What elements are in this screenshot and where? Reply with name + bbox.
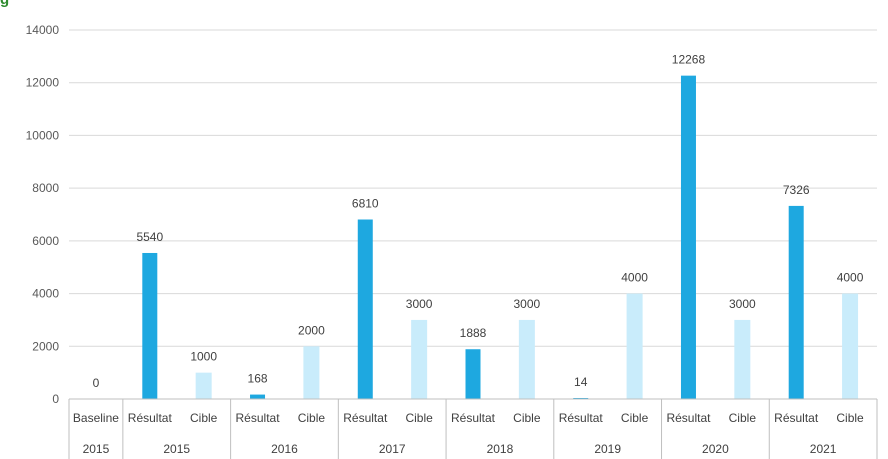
data-label: 3000	[514, 297, 541, 311]
bar-cible	[303, 346, 320, 399]
y-tick-label: 6000	[32, 234, 59, 248]
y-tick-label: 8000	[32, 181, 59, 195]
data-label: 7326	[783, 183, 810, 197]
bar-cible	[411, 319, 428, 399]
x-category-label: Résultat	[451, 411, 496, 425]
data-label: 3000	[406, 297, 433, 311]
x-category-label: Résultat	[236, 411, 281, 425]
data-label: 4000	[837, 271, 864, 285]
x-group-label: 2019	[594, 442, 621, 456]
x-category-label: Résultat	[774, 411, 819, 425]
data-label: 168	[248, 372, 268, 386]
x-group-label: 2021	[810, 442, 837, 456]
x-category-label: Baseline	[73, 411, 119, 425]
data-label: 2000	[298, 323, 325, 337]
y-tick-label: 0	[52, 392, 59, 406]
bar-cible	[195, 372, 212, 399]
data-label: 14	[574, 375, 588, 389]
x-group-label: 2016	[271, 442, 298, 456]
data-label: 1888	[460, 326, 487, 340]
bar-cible	[518, 319, 535, 399]
data-label: 0	[93, 376, 100, 390]
y-tick-label: 2000	[32, 339, 59, 353]
data-label: 12268	[672, 53, 706, 67]
bar-cible	[842, 293, 859, 399]
bar-resultat	[465, 349, 481, 399]
chart-title: g	[0, 0, 9, 8]
data-label: 5540	[136, 230, 163, 244]
x-category-label: Cible	[729, 411, 757, 425]
x-group-label: 2015	[163, 442, 190, 456]
x-group-label: 2015	[83, 442, 110, 456]
bar-cible	[626, 293, 643, 399]
x-category-label: Résultat	[559, 411, 604, 425]
y-tick-label: 10000	[26, 128, 60, 142]
x-category-label: Résultat	[343, 411, 388, 425]
data-label: 6810	[352, 197, 379, 211]
x-group-label: 2020	[702, 442, 729, 456]
x-category-label: Cible	[836, 411, 864, 425]
x-category-label: Cible	[190, 411, 218, 425]
x-category-label: Résultat	[128, 411, 173, 425]
data-label: 3000	[729, 297, 756, 311]
bar-resultat	[680, 75, 696, 399]
x-category-label: Cible	[621, 411, 649, 425]
bar-resultat	[142, 252, 158, 399]
bar-resultat	[788, 205, 804, 399]
data-label: 1000	[190, 350, 217, 364]
x-category-label: Résultat	[666, 411, 711, 425]
x-group-label: 2018	[487, 442, 514, 456]
data-label: 4000	[621, 271, 648, 285]
bar-resultat	[357, 219, 373, 399]
bar-cible	[734, 319, 751, 399]
y-tick-label: 12000	[26, 76, 60, 90]
x-category-label: Cible	[298, 411, 326, 425]
x-group-label: 2017	[379, 442, 406, 456]
bar-resultat	[250, 394, 266, 399]
y-tick-label: 4000	[32, 287, 59, 301]
x-category-label: Cible	[405, 411, 433, 425]
x-category-label: Cible	[513, 411, 541, 425]
y-tick-label: 14000	[26, 23, 60, 37]
